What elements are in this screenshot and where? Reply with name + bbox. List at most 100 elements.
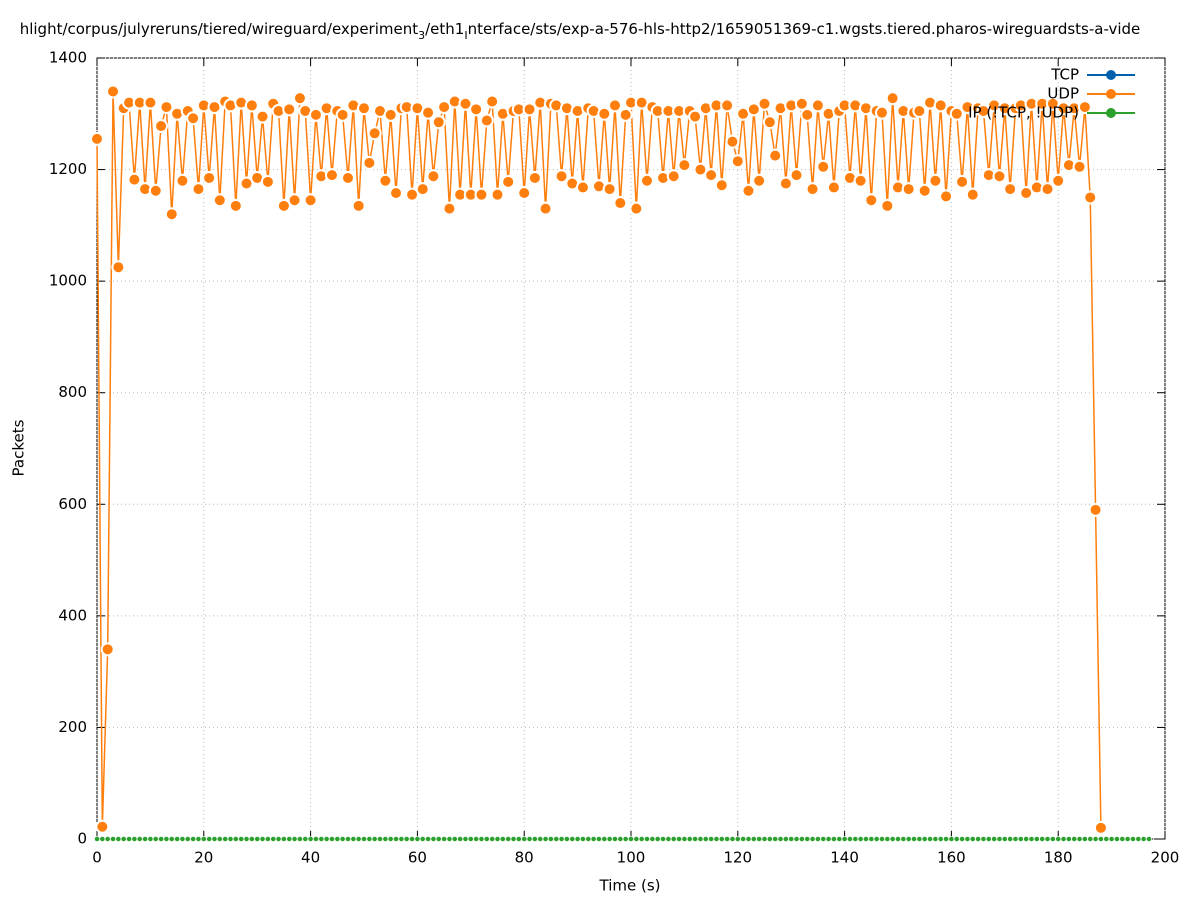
- data-point: [644, 836, 650, 842]
- data-point: [270, 836, 276, 842]
- x-tick-label: 140: [830, 849, 859, 867]
- data-point: [152, 836, 159, 842]
- data-point: [163, 836, 170, 842]
- data-point: [868, 836, 875, 842]
- data-point: [740, 836, 746, 842]
- data-point: [1140, 836, 1147, 842]
- data-point: [905, 836, 912, 842]
- data-point: [206, 836, 212, 842]
- data-point: [282, 102, 297, 117]
- data-point: [729, 836, 736, 842]
- data-point: [789, 168, 804, 183]
- data-point: [313, 836, 319, 842]
- data-point: [281, 836, 287, 842]
- data-point: [601, 836, 608, 842]
- data-point: [405, 187, 420, 202]
- data-point: [613, 196, 628, 211]
- data-point: [574, 836, 581, 842]
- data-point: [756, 836, 762, 842]
- data-point: [351, 198, 366, 213]
- data-point: [912, 103, 927, 118]
- data-point: [340, 170, 355, 185]
- data-point: [227, 836, 234, 842]
- data-point: [522, 102, 537, 117]
- data-point: [831, 836, 837, 842]
- data-point: [324, 168, 339, 183]
- data-point: [928, 173, 943, 188]
- data-point: [688, 109, 703, 124]
- data-point: [110, 836, 116, 842]
- data-point: [367, 126, 382, 141]
- series-line: [96, 91, 1102, 828]
- data-point: [1087, 836, 1093, 842]
- data-point: [1019, 186, 1034, 201]
- data-point: [127, 172, 142, 187]
- data-point: [1098, 836, 1104, 842]
- data-point: [382, 836, 389, 842]
- data-point: [419, 836, 426, 842]
- data-point: [323, 836, 330, 842]
- data-point: [191, 182, 206, 197]
- data-point: [131, 836, 138, 842]
- data-point: [501, 174, 516, 189]
- data-point: [725, 134, 740, 149]
- data-point: [793, 836, 800, 842]
- data-point: [339, 836, 346, 842]
- x-tick-label: 40: [301, 849, 320, 867]
- data-point: [804, 836, 810, 842]
- data-point: [933, 98, 948, 113]
- data-point: [757, 96, 772, 111]
- data-point: [713, 836, 720, 842]
- data-point: [212, 193, 227, 208]
- data-point: [612, 836, 618, 842]
- data-point: [986, 836, 992, 842]
- data-point: [474, 187, 489, 202]
- data-point: [303, 193, 318, 208]
- data-point: [809, 836, 816, 842]
- data-point: [911, 836, 917, 842]
- data-point: [778, 176, 793, 191]
- data-point: [618, 107, 633, 122]
- data-point: [953, 836, 960, 842]
- data-point: [1088, 502, 1103, 517]
- data-point: [159, 100, 174, 115]
- data-point: [366, 836, 373, 842]
- data-point: [265, 836, 271, 842]
- data-point: [901, 182, 916, 197]
- data-point: [1051, 173, 1066, 188]
- data-point: [1130, 836, 1136, 842]
- data-point: [260, 174, 275, 189]
- data-point: [564, 836, 570, 842]
- data-point: [1034, 836, 1040, 842]
- data-point: [852, 836, 859, 842]
- data-point: [426, 169, 441, 184]
- data-point: [654, 836, 661, 842]
- data-point: [816, 159, 831, 174]
- data-point: [768, 148, 783, 163]
- x-tick-label: 0: [92, 849, 102, 867]
- y-tick-label: 600: [58, 495, 87, 513]
- data-point: [99, 836, 106, 842]
- data-point: [746, 102, 761, 117]
- data-point: [446, 836, 453, 842]
- data-point: [991, 836, 997, 842]
- data-point: [510, 836, 517, 842]
- data-point: [532, 836, 538, 842]
- data-point: [468, 836, 474, 842]
- data-point: [772, 836, 778, 842]
- data-point: [606, 836, 613, 842]
- data-point: [442, 201, 457, 216]
- x-tick-label: 60: [408, 849, 427, 867]
- data-point: [276, 198, 291, 213]
- data-point: [249, 836, 255, 842]
- x-tick-label: 200: [1151, 849, 1180, 867]
- data-point: [992, 169, 1007, 184]
- data-point: [889, 836, 896, 842]
- data-point: [693, 162, 708, 177]
- data-point: [100, 642, 115, 657]
- data-point: [409, 836, 415, 842]
- x-tick-label: 180: [1044, 849, 1073, 867]
- data-point: [90, 131, 104, 146]
- data-point: [714, 178, 729, 193]
- y-tick-label: 400: [58, 606, 87, 624]
